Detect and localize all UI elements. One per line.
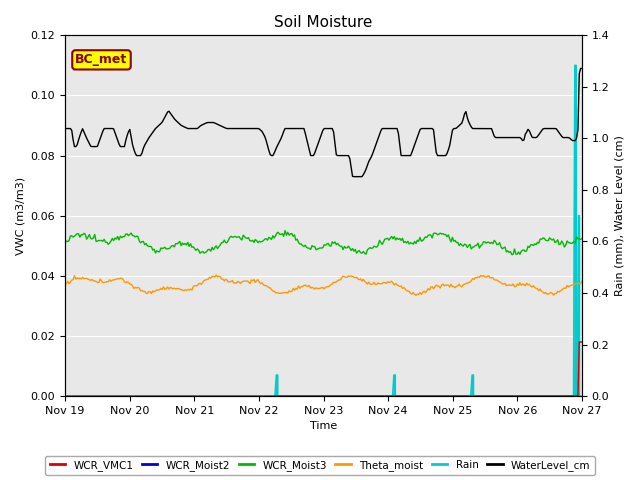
- Y-axis label: Rain (mm), Water Level (cm): Rain (mm), Water Level (cm): [615, 135, 625, 296]
- X-axis label: Time: Time: [310, 421, 337, 432]
- Text: BC_met: BC_met: [76, 53, 127, 66]
- Legend: WCR_VMC1, WCR_Moist2, WCR_Moist3, Theta_moist, Rain, WaterLevel_cm: WCR_VMC1, WCR_Moist2, WCR_Moist3, Theta_…: [45, 456, 595, 475]
- Title: Soil Moisture: Soil Moisture: [275, 15, 372, 30]
- Y-axis label: VWC (m3/m3): VWC (m3/m3): [15, 177, 25, 255]
